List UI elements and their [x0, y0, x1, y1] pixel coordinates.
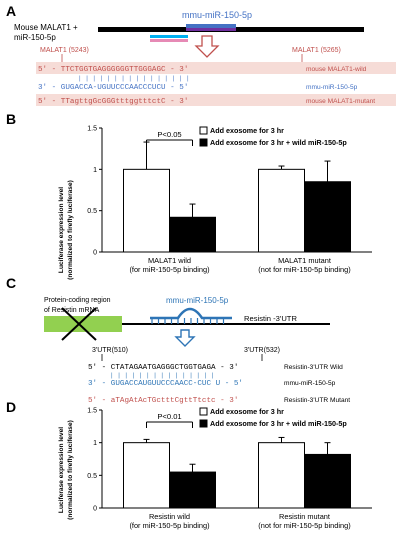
- significance-label: P<0.01: [157, 412, 181, 421]
- y-axis-label-d: Luciferase expression level: [58, 427, 65, 513]
- mutant-sequence-a: 5' - TTagttgGcGGGtttggtttctC - 3': [38, 98, 188, 106]
- y-tick-label: 1: [93, 167, 97, 174]
- category-sublabel: (not for miR-150-5p binding): [258, 265, 350, 274]
- legend-swatch: [199, 407, 208, 416]
- legend-swatch: [199, 126, 208, 135]
- legend-label: Add exosome for 3 hr + wild miR-150-5p: [210, 419, 347, 428]
- y-tick-label: 0: [93, 250, 97, 257]
- y-tick-label: 1.5: [87, 408, 97, 415]
- wild-sequence-c: 5' - CTATAGAATGAGGGCTGGTGAGA - 3': [88, 364, 238, 372]
- bar: [169, 471, 216, 509]
- mutant-sequence-c: 5' - aTAgAtAcTGctttCgttTtctc - 3': [88, 397, 238, 405]
- bar: [258, 442, 305, 509]
- site2-label-c: 3'UTR(532): [244, 347, 280, 354]
- panel-d-letter: D: [6, 399, 16, 415]
- coding-label-line2: of Resistin mRNA: [44, 307, 100, 314]
- cross-mark-icon-2: [61, 307, 97, 341]
- panel-a: A Mouse MALAT1 + miR-150-5p mmu-miR-150-…: [6, 3, 396, 106]
- coding-label-line1: Protein-coding region: [44, 297, 111, 304]
- category-label: Resistin wild: [149, 512, 190, 521]
- category-label: Resistin mutant: [279, 512, 330, 521]
- category-sublabel: (for miR-150-5p binding): [129, 265, 209, 274]
- y-tick-label: 0.5: [87, 473, 97, 480]
- legend-swatch: [199, 138, 208, 147]
- bar: [258, 168, 305, 253]
- wild-sequence-a: 5' - TTCTGGTGAGGGGGGTTGGGAGC - 3': [38, 66, 188, 74]
- bar: [123, 442, 170, 509]
- coding-region-block: [44, 316, 122, 332]
- panel-c: C Protein-coding region of Resistin mRNA…: [6, 275, 350, 405]
- mirna-name-c: mmu-miR-150-5p: [284, 380, 336, 387]
- down-arrow-icon: [194, 35, 220, 58]
- bar: [123, 168, 170, 253]
- site-marker-pink: [150, 39, 188, 42]
- legend-label: Add exosome for 3 hr + wild miR-150-5p: [210, 138, 347, 147]
- mutant-seq-band: [36, 94, 396, 106]
- panel-b-letter: B: [6, 111, 16, 127]
- mirna-sequence-c: 3' - GUGACCAUGUUCCCAACC-CUC U - 5': [88, 380, 243, 388]
- legend-label: Add exosome for 3 hr: [210, 407, 284, 416]
- site1-label-a: MALAT1 (5243): [40, 47, 89, 54]
- category-sublabel: (for miR-150-5p binding): [129, 521, 209, 530]
- y-axis-label-b: Luciferase expression level: [58, 187, 65, 273]
- down-arrow-icon-c: [174, 329, 196, 347]
- mutant-name-a: mouse MALAT1-mutant: [306, 98, 375, 105]
- y-axis-label2-d: (normalized to firefly luciferase): [67, 420, 74, 520]
- mirna-title-c: mmu-miR-150-5p: [166, 296, 229, 305]
- category-sublabel: (not for miR-150-5p binding): [258, 521, 350, 530]
- gene-label-line1: Mouse MALAT1 +: [14, 23, 78, 32]
- panel-b-chart: B Luciferase expression level (normalize…: [6, 111, 372, 280]
- panel-c-letter: C: [6, 275, 16, 291]
- panel-d-chart: D Luciferase expression level (normalize…: [6, 399, 372, 530]
- mirna-bar-blue: [186, 24, 236, 28]
- legend-label: Add exosome for 3 hr: [210, 126, 284, 135]
- y-tick-label: 1: [93, 440, 97, 447]
- site1-label-c: 3'UTR(510): [92, 347, 128, 354]
- gene-label-line2: miR-150-5p: [14, 33, 56, 42]
- mirna-title-a: mmu-miR-150-5p: [182, 10, 252, 20]
- bar: [304, 453, 351, 509]
- y-tick-label: 0: [93, 506, 97, 513]
- y-tick-label: 0.5: [87, 208, 97, 215]
- utr-label: Resistin -3'UTR: [244, 314, 297, 323]
- pairing-comb-c: [151, 318, 225, 324]
- category-label: MALAT1 mutant: [278, 256, 331, 265]
- y-tick-label: 1.5: [87, 126, 97, 133]
- wild-name-c: Resistin-3'UTR Wild: [284, 364, 343, 371]
- pairing-bars-a: | | | | | | | | | | | | | | | |: [78, 75, 190, 82]
- wild-name-a: mouse MALAT1-wild: [306, 66, 367, 73]
- site-marker-cyan: [150, 35, 188, 38]
- wild-seq-band: [36, 62, 396, 74]
- bar: [304, 181, 351, 253]
- significance-label: P<0.05: [157, 130, 181, 139]
- mutant-name-c: Resistin-3'UTR Mutant: [284, 397, 350, 404]
- category-label: MALAT1 wild: [148, 256, 191, 265]
- y-axis-label2-b: (normalized to firefly luciferase): [67, 180, 74, 280]
- mirna-sequence-a: 3' - GUGACCA-UGUUCCCAACCCUCU - 5': [38, 84, 188, 92]
- mirna-name-a: mmu-miR-150-5p: [306, 84, 358, 91]
- mirna-bar-purple: [186, 28, 236, 31]
- panel-a-letter: A: [6, 3, 16, 19]
- bar: [169, 216, 216, 253]
- mirna-hairpin-icon: [150, 307, 232, 320]
- site2-label-a: MALAT1 (5265): [292, 47, 341, 54]
- pairing-bars-c: | | | | | | | | | | | | | | |: [110, 372, 214, 379]
- legend-swatch: [199, 419, 208, 428]
